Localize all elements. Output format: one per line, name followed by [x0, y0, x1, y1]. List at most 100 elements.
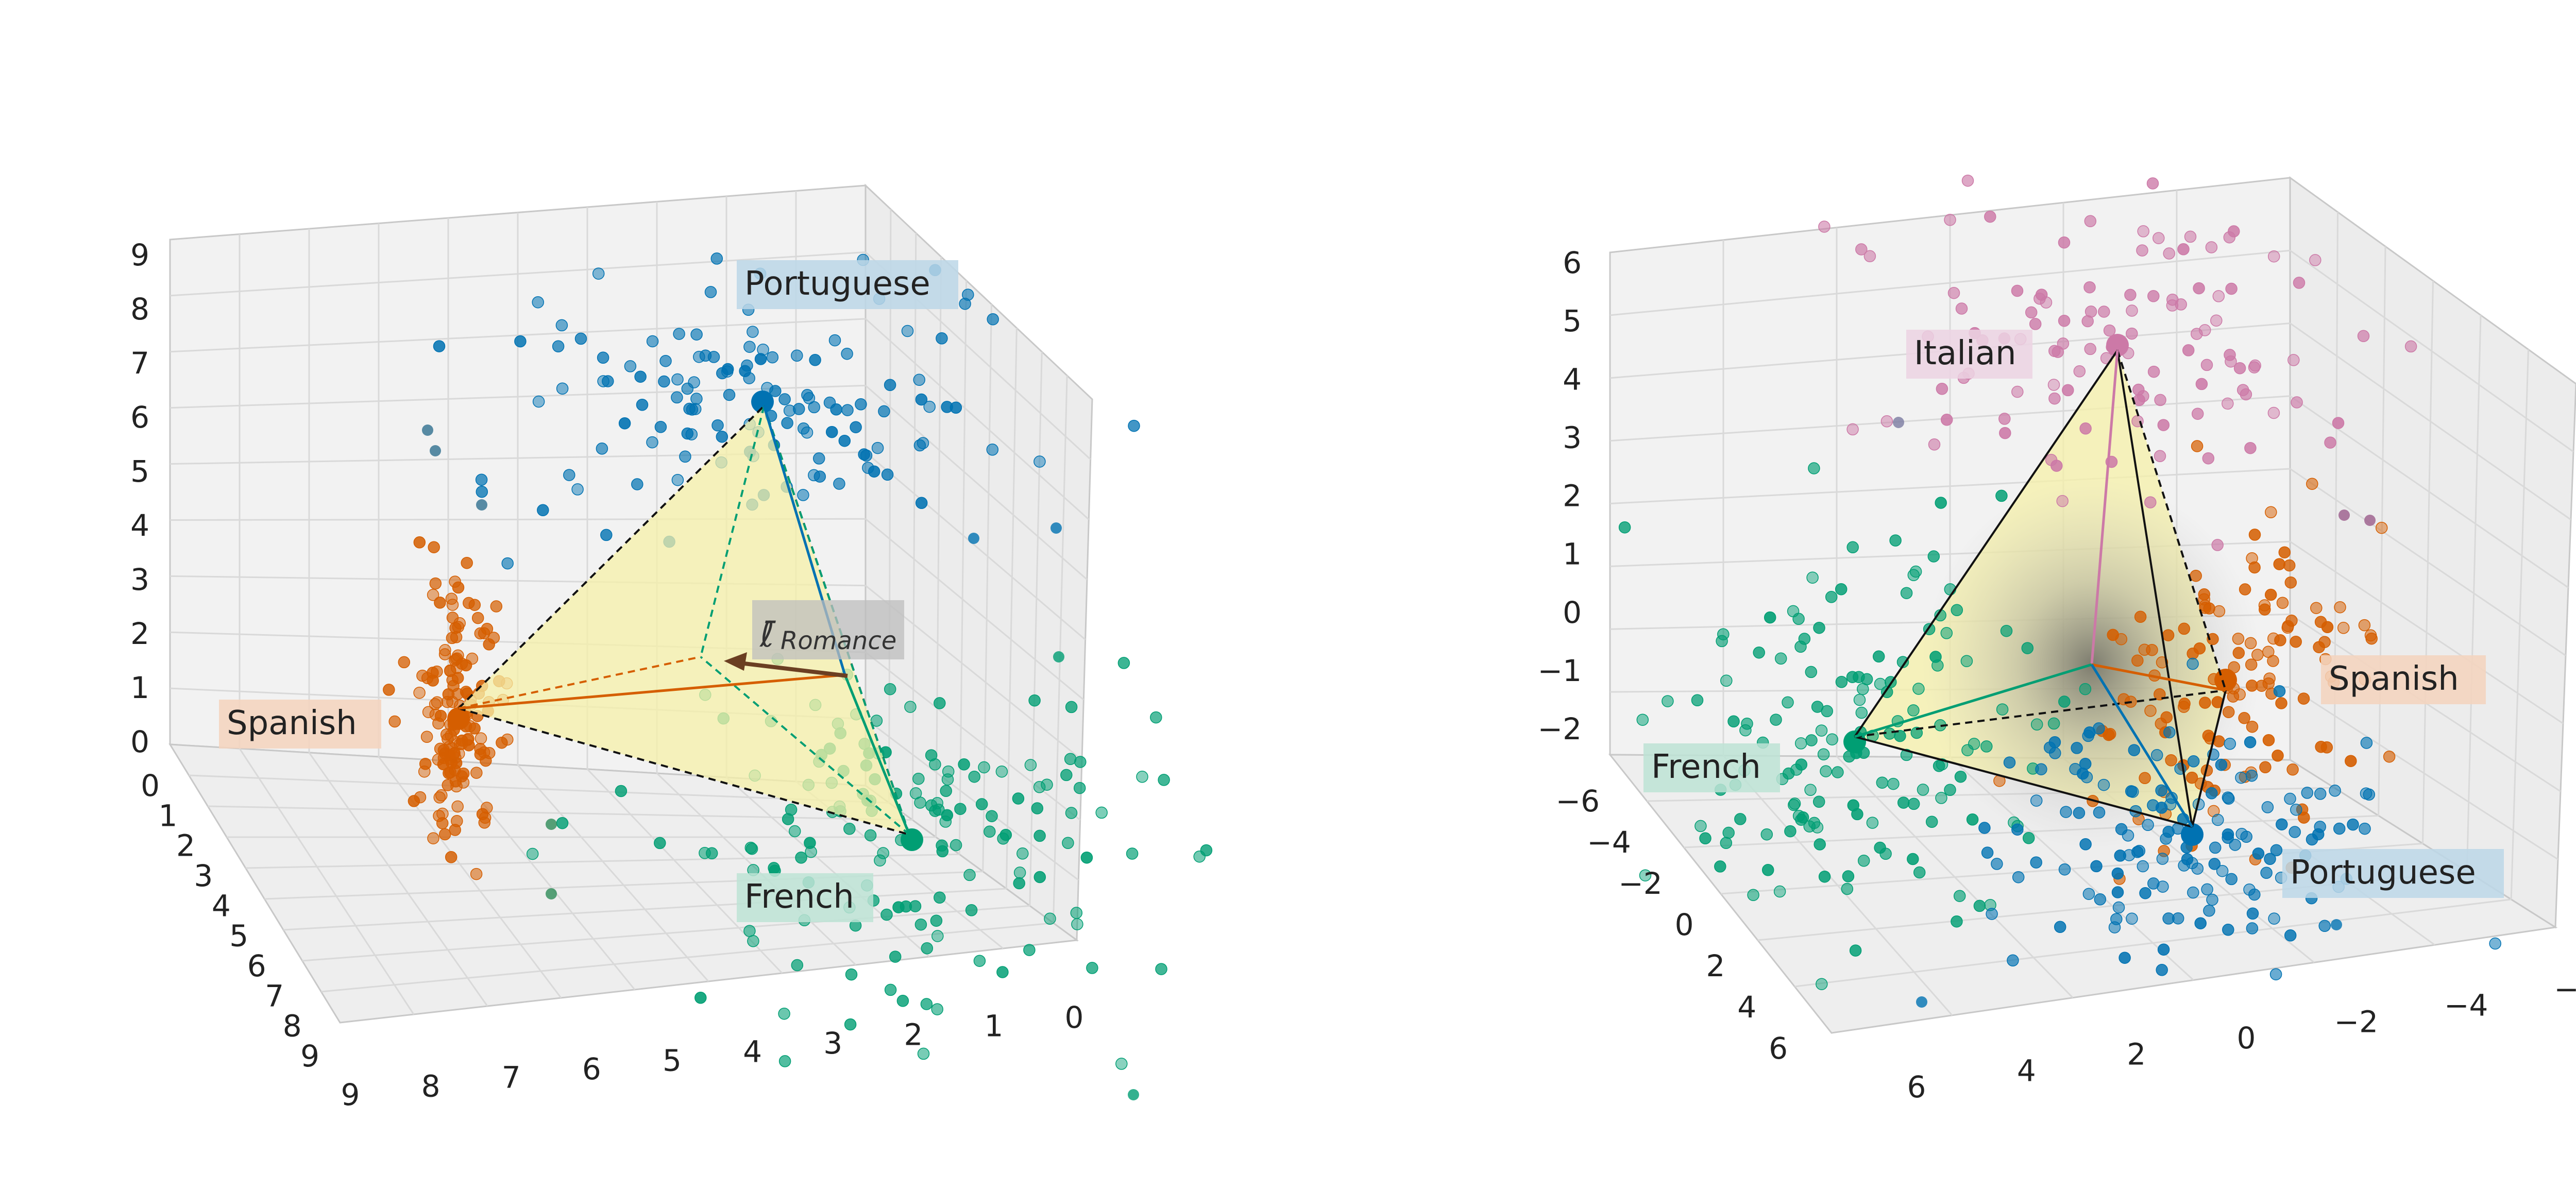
z-tick-label: −1 — [1538, 653, 1582, 688]
french-point — [954, 803, 967, 815]
portuguese-point — [2094, 893, 2107, 906]
y-tick-label: 6 — [1769, 1031, 1788, 1066]
z-tick-label: 1 — [1563, 537, 1582, 572]
spanish-point — [444, 766, 456, 779]
french-point — [1876, 776, 1889, 789]
french-point — [1996, 703, 2009, 716]
french-point — [1953, 890, 1966, 902]
italian-point — [2132, 383, 2145, 396]
spanish-point — [2244, 637, 2257, 650]
portuguese-point — [2314, 788, 2327, 800]
x-tick-label: 3 — [823, 1026, 842, 1061]
french-point — [1734, 813, 1747, 825]
spanish-point — [416, 669, 429, 682]
french-point — [1832, 766, 1844, 778]
portuguese-point — [2225, 873, 2238, 886]
spanish-point — [2199, 697, 2211, 709]
french-point — [1720, 674, 1733, 687]
portuguese-point — [2235, 828, 2248, 840]
spanish-point — [463, 597, 475, 609]
french-point — [986, 810, 998, 822]
french-point — [1774, 652, 1787, 665]
french-point — [1722, 826, 1735, 839]
french-point — [1995, 489, 2008, 502]
y-tick-label: 0 — [141, 768, 160, 803]
spanish-point — [2207, 805, 2220, 818]
portuguese-point — [2284, 929, 2297, 942]
italian-point — [2029, 318, 2042, 330]
grid-line — [935, 257, 942, 838]
french-point — [1808, 462, 1820, 474]
grid-line — [865, 318, 1090, 520]
italian-point — [2011, 284, 2024, 297]
portuguese-point — [690, 393, 703, 405]
portuguese-point — [2212, 813, 2224, 826]
french-point — [699, 847, 711, 859]
y-tick-label: 2 — [176, 828, 195, 863]
z-tick-label: −2 — [1538, 711, 1582, 746]
grid-line — [865, 718, 1079, 881]
portuguese-point — [2155, 802, 2168, 814]
french-point — [870, 715, 883, 727]
portuguese-point — [654, 421, 667, 433]
x-tick-labels-left: 9 8 7 6 5 4 3 2 1 0 — [341, 1000, 1084, 1112]
y-tick-label: −2 — [1618, 866, 1663, 901]
portuguese-point — [2270, 844, 2283, 857]
spanish-point — [434, 597, 446, 609]
french-point — [1973, 899, 1986, 912]
label-portuguese-left: Portuguese — [737, 260, 958, 309]
spanish-point — [452, 649, 464, 662]
outlier-point — [1916, 996, 1927, 1008]
spanish-point — [2310, 602, 2323, 614]
italian-point — [2025, 306, 2038, 319]
portuguese-point — [556, 382, 569, 395]
spanish-point — [2246, 720, 2259, 733]
portuguese-point — [941, 401, 953, 413]
italian-point — [2040, 296, 2053, 309]
french-point — [931, 1003, 943, 1015]
y-tick-label: 6 — [247, 948, 266, 983]
italian-point — [2191, 407, 2204, 420]
italian-point — [2062, 384, 2074, 397]
french-point — [917, 1047, 930, 1060]
french-point — [743, 925, 756, 937]
z-tick-label: 6 — [1563, 245, 1582, 280]
portuguese-point — [915, 497, 928, 509]
french-point — [1896, 656, 1909, 668]
portuguese-point — [555, 319, 568, 332]
grid-line — [1029, 351, 1043, 906]
italian-point — [2202, 452, 2215, 465]
portuguese-point — [850, 421, 862, 433]
portuguese-point — [2058, 863, 2071, 876]
french-point — [1842, 870, 1855, 882]
grid-line — [170, 251, 866, 297]
french-point — [1889, 534, 1902, 547]
portuguese-point — [2054, 921, 2066, 933]
spanish-point — [2274, 634, 2286, 647]
italian-point — [2126, 304, 2138, 317]
french-point — [1741, 718, 1753, 730]
italian-point — [2205, 241, 2218, 253]
french-point — [1940, 627, 1953, 639]
portuguese-point — [841, 404, 854, 416]
portuguese-point — [2187, 657, 2199, 670]
portuguese-point — [2208, 858, 2221, 870]
spanish-point — [436, 807, 449, 820]
portuguese-point — [797, 422, 810, 435]
french-point — [968, 770, 980, 783]
italian-point — [2084, 343, 2096, 355]
y-tick-label: 3 — [194, 858, 213, 893]
italian-point — [1961, 174, 1974, 187]
spanish-point — [2337, 622, 2350, 634]
french-point — [1714, 860, 1726, 873]
spanish-point — [438, 648, 451, 660]
italian-point — [2223, 231, 2236, 244]
french-point — [1761, 864, 1774, 876]
spanish-point — [2178, 622, 2191, 635]
french-point — [1716, 635, 1728, 648]
proj-portuguese — [700, 405, 765, 657]
portuguese-point — [2333, 822, 2346, 835]
italian-point — [1855, 243, 1868, 256]
portuguese-point — [2043, 741, 2056, 754]
